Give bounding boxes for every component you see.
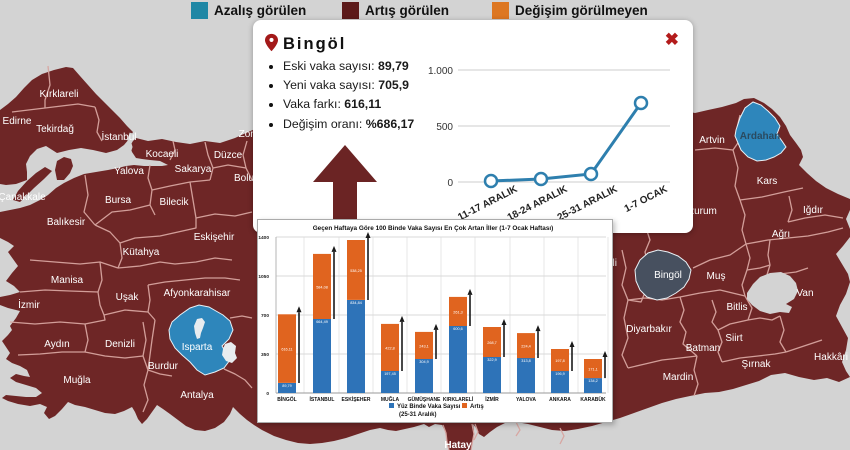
svg-text:Çanakkale: Çanakkale (0, 192, 46, 203)
svg-text:313,8: 313,8 (521, 359, 531, 363)
svg-text:Siirt: Siirt (725, 333, 742, 344)
svg-text:Edirne: Edirne (3, 116, 32, 127)
svg-text:Kütahya: Kütahya (123, 247, 160, 258)
svg-text:Aydın: Aydın (44, 339, 69, 350)
svg-text:Isparta: Isparta (182, 342, 213, 353)
svg-text:Düzce: Düzce (214, 150, 243, 161)
svg-text:Manisa: Manisa (51, 275, 84, 286)
svg-text:Tekirdağ: Tekirdağ (36, 124, 74, 135)
svg-text:Yalova: Yalova (114, 166, 144, 177)
svg-text:538,25: 538,25 (350, 269, 362, 273)
svg-text:Kars: Kars (757, 176, 778, 187)
svg-text:Iğdır: Iğdır (803, 205, 824, 216)
svg-text:Denizli: Denizli (105, 339, 135, 350)
svg-text:Şırnak: Şırnak (742, 359, 772, 370)
svg-text:422,8: 422,8 (385, 347, 395, 351)
svg-text:Diyarbakır: Diyarbakır (626, 324, 672, 335)
svg-text:Kocaeli: Kocaeli (146, 149, 179, 160)
svg-text:YALOVA: YALOVA (516, 397, 536, 403)
svg-text:224,4: 224,4 (521, 345, 531, 349)
svg-text:Burdur: Burdur (148, 361, 179, 372)
svg-text:İZMİR: İZMİR (485, 396, 499, 403)
svg-text:İzmir: İzmir (18, 298, 40, 311)
svg-text:(25-31 Aralık): (25-31 Aralık) (399, 412, 436, 418)
svg-text:Bolu: Bolu (234, 173, 254, 184)
svg-text:584,08: 584,08 (316, 286, 328, 290)
svg-text:KIRKLARELİ: KIRKLARELİ (443, 396, 474, 403)
svg-text:Kırklareli: Kırklareli (40, 89, 79, 100)
svg-text:Bitlis: Bitlis (726, 302, 747, 313)
svg-text:Afyonkarahisar: Afyonkarahisar (164, 288, 231, 299)
svg-text:196,9: 196,9 (555, 372, 565, 376)
svg-text:1400: 1400 (258, 235, 269, 241)
svg-text:89,79: 89,79 (282, 384, 292, 388)
svg-text:Artvin: Artvin (699, 135, 725, 146)
svg-text:664,49: 664,49 (316, 320, 328, 324)
svg-text:İSTANBUL: İSTANBUL (310, 396, 335, 403)
svg-text:Bursa: Bursa (105, 195, 132, 206)
svg-text:616,11: 616,11 (281, 348, 292, 352)
svg-text:322,9: 322,9 (487, 358, 497, 362)
svg-text:Antalya: Antalya (180, 390, 214, 401)
svg-text:MUĞLA: MUĞLA (381, 395, 400, 403)
svg-text:350: 350 (261, 352, 269, 358)
svg-text:Uşak: Uşak (116, 292, 140, 303)
svg-text:Ardahan: Ardahan (740, 131, 781, 142)
svg-text:1-7 OCAK: 1-7 OCAK (623, 184, 670, 215)
svg-text:1050: 1050 (258, 274, 269, 280)
svg-text:Yüz Binde Vaka Sayısı: Yüz Binde Vaka Sayısı (397, 404, 461, 410)
svg-text:Geçen Haftaya Göre 100 Binde V: Geçen Haftaya Göre 100 Binde Vaka Sayısı… (313, 223, 554, 232)
svg-text:700: 700 (261, 313, 269, 319)
svg-text:İstanbul: İstanbul (101, 130, 136, 143)
svg-text:Ağrı: Ağrı (772, 229, 790, 240)
svg-text:834,84: 834,84 (350, 301, 362, 305)
svg-text:Batman: Batman (686, 343, 720, 354)
svg-text:0: 0 (266, 391, 269, 397)
svg-text:Artış: Artış (470, 404, 484, 410)
svg-text:Van: Van (796, 288, 813, 299)
svg-text:500: 500 (436, 122, 453, 133)
svg-text:GÜMÜŞHANE: GÜMÜŞHANE (408, 396, 441, 403)
svg-text:KARABÜK: KARABÜK (580, 396, 606, 403)
svg-text:171,1: 171,1 (588, 368, 598, 372)
svg-text:Muğla: Muğla (63, 375, 91, 386)
svg-text:Eskişehir: Eskişehir (194, 232, 235, 243)
svg-text:Hatay: Hatay (444, 440, 472, 450)
svg-text:304,9: 304,9 (419, 360, 429, 364)
svg-text:1.000: 1.000 (428, 66, 453, 77)
svg-text:BİNGÖL: BİNGÖL (277, 396, 296, 403)
svg-text:Mardin: Mardin (663, 372, 694, 383)
svg-text:Bingöl: Bingöl (654, 270, 682, 281)
svg-text:Hakkâri: Hakkâri (814, 352, 848, 363)
svg-text:243,1: 243,1 (419, 345, 429, 349)
svg-text:134,2: 134,2 (588, 379, 598, 383)
svg-text:268,7: 268,7 (487, 341, 497, 345)
svg-text:600,6: 600,6 (453, 327, 463, 331)
svg-text:Balıkesir: Balıkesir (47, 217, 86, 228)
svg-text:Sakarya: Sakarya (175, 164, 212, 175)
svg-text:Erzurum: Erzurum (679, 206, 717, 217)
svg-text:0: 0 (447, 178, 453, 189)
svg-text:Muş: Muş (707, 271, 726, 282)
svg-text:ANKARA: ANKARA (549, 397, 571, 403)
svg-text:197,45: 197,45 (384, 372, 396, 376)
svg-text:ESKİŞEHER: ESKİŞEHER (342, 396, 371, 403)
svg-text:Bilecik: Bilecik (160, 197, 190, 208)
svg-text:197,8: 197,8 (555, 359, 565, 363)
svg-text:261,3: 261,3 (453, 311, 463, 315)
